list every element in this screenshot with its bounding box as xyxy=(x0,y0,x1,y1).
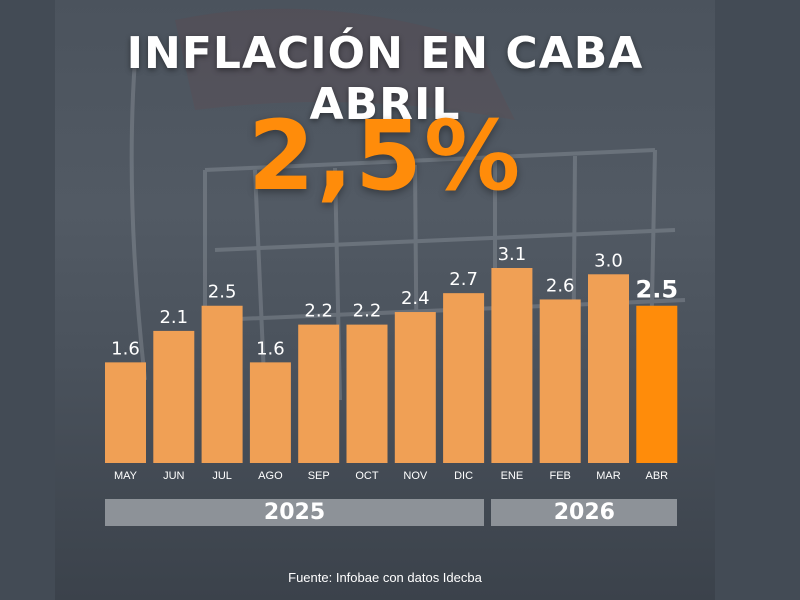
value-label-ene: 3.1 xyxy=(498,244,527,265)
bar-oct xyxy=(346,324,388,463)
bar-mar xyxy=(588,274,629,463)
infographic: INFLACIÓN EN CABA ABRIL 2,5% 1.6 MAY 2.1 JU… xyxy=(55,0,715,600)
bar-may xyxy=(105,362,146,463)
x-tick-label-oct: OCT xyxy=(355,470,379,482)
bar-feb xyxy=(539,299,581,463)
x-tick-label-ene: ENE xyxy=(501,470,524,482)
year-band-2025: 2025 xyxy=(105,499,485,526)
bar-chart: 1.6 MAY 2.1 JUN 2.5 JUL 1.6 AGO 2.2 SEP 2.2 OCT 2.4 N… xyxy=(105,244,679,482)
x-tick-label-sep: SEP xyxy=(308,470,330,482)
value-label-jun: 2.1 xyxy=(159,307,188,328)
year-band-2026: 2026 xyxy=(491,499,678,526)
x-tick-label-may: MAY xyxy=(114,470,138,482)
value-label-nov: 2.4 xyxy=(401,288,430,309)
bar-dic xyxy=(443,293,485,463)
left-margin xyxy=(0,0,55,600)
value-label-jul: 2.5 xyxy=(208,282,237,303)
value-label-ago: 1.6 xyxy=(256,338,285,359)
headline-value: 2,5% xyxy=(247,100,523,212)
value-label-may: 1.6 xyxy=(111,338,140,359)
x-tick-label-abr: ABR xyxy=(645,470,668,482)
source-note: Fuente: Infobae con datos Idecba xyxy=(288,570,482,585)
x-tick-label-jul: JUL xyxy=(212,470,232,482)
bar-ene xyxy=(491,268,533,463)
right-margin xyxy=(715,0,800,600)
x-tick-label-jun: JUN xyxy=(163,470,184,482)
value-label-dic: 2.7 xyxy=(449,269,478,290)
x-tick-label-feb: FEB xyxy=(549,470,570,482)
value-label-mar: 3.0 xyxy=(594,250,623,271)
x-tick-label-dic: DIC xyxy=(454,470,473,482)
bar-jun xyxy=(153,330,195,463)
value-label-sep: 2.2 xyxy=(304,301,333,322)
bar-nov xyxy=(394,312,436,463)
chart-title: INFLACIÓN EN CABA ABRIL xyxy=(126,28,644,130)
bar-jul xyxy=(201,305,243,463)
value-label-oct: 2.2 xyxy=(353,301,382,322)
bar-ago xyxy=(249,362,291,463)
value-label-abr: 2.5 xyxy=(636,276,679,304)
x-tick-label-mar: MAR xyxy=(596,470,621,482)
x-tick-label-ago: AGO xyxy=(258,470,283,482)
bar-sep xyxy=(298,324,340,463)
x-tick-label-nov: NOV xyxy=(403,470,428,482)
value-label-feb: 2.6 xyxy=(546,275,575,296)
bar-abr xyxy=(636,305,678,463)
